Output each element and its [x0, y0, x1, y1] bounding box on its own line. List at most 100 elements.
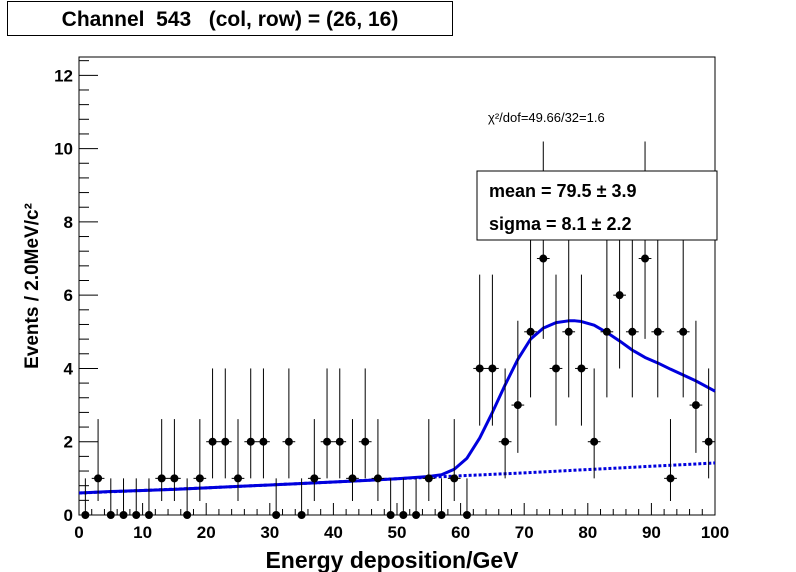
data-point	[689, 320, 703, 453]
x-tick-label: 80	[578, 523, 597, 542]
data-marker	[170, 474, 179, 483]
data-marker	[666, 474, 675, 483]
stats-sigma: sigma = 8.1 ± 2.2	[489, 214, 631, 234]
x-tick-label: 20	[197, 523, 216, 542]
data-marker	[221, 437, 230, 446]
data-point	[664, 419, 677, 502]
x-tick-label: 60	[451, 523, 470, 542]
y-axis-label: Events / 2.0MeV/c²	[22, 203, 43, 369]
x-tick-label: 30	[260, 523, 279, 542]
data-point	[562, 229, 576, 398]
data-point	[460, 478, 474, 519]
data-point	[435, 478, 448, 519]
data-marker	[462, 511, 471, 519]
data-marker	[641, 254, 650, 263]
data-point	[117, 478, 130, 519]
data-point	[625, 229, 639, 398]
data-point	[587, 368, 601, 479]
stats-mean: mean = 79.5 ± 3.9	[489, 181, 636, 201]
data-point	[295, 478, 308, 519]
data-marker	[119, 511, 128, 519]
data-point	[142, 478, 156, 519]
data-point	[244, 368, 258, 479]
data-marker	[564, 327, 573, 336]
data-marker	[424, 474, 433, 483]
data-point	[600, 229, 614, 398]
data-point	[269, 478, 283, 519]
data-point	[511, 320, 525, 453]
data-marker	[259, 437, 268, 446]
data-marker	[691, 401, 700, 410]
data-point	[575, 274, 588, 426]
data-marker	[208, 437, 217, 446]
data-marker	[602, 327, 611, 336]
data-marker	[437, 511, 446, 519]
data-point	[168, 419, 181, 502]
data-marker	[361, 437, 370, 446]
data-marker	[132, 511, 141, 519]
data-marker	[386, 511, 395, 519]
x-tick-label: 50	[388, 523, 407, 542]
data-marker	[615, 291, 624, 300]
stats-box	[476, 170, 718, 241]
x-tick-label: 70	[515, 523, 534, 542]
data-point	[79, 478, 92, 519]
x-axis-label: Energy deposition/GeV	[265, 547, 519, 572]
data-marker	[552, 364, 560, 373]
data-point	[397, 478, 410, 519]
data-point	[473, 274, 487, 426]
data-marker	[373, 474, 382, 483]
x-tick-label: 100	[701, 523, 729, 542]
axis-ticks: 0 10 20 30 40 50 60 70 80 90 100 0 2 4 6 8 10 12	[54, 60, 729, 542]
data-marker	[628, 327, 637, 336]
data-marker	[348, 474, 357, 483]
data-marker	[157, 474, 166, 483]
data-marker	[501, 437, 510, 446]
data-marker	[183, 511, 192, 519]
data-point	[333, 368, 347, 479]
data-point	[193, 419, 207, 502]
data-point	[384, 478, 397, 519]
data-marker	[144, 511, 153, 519]
y-tick-label: 6	[64, 286, 73, 305]
data-marker	[323, 437, 332, 446]
chart-title: Channel 543 (col, row) = (26, 16)	[61, 8, 399, 31]
data-point	[422, 419, 436, 502]
data-point	[524, 229, 537, 398]
data-point	[218, 368, 232, 479]
data-point	[307, 419, 321, 502]
x-tick-label: 10	[133, 523, 152, 542]
data-marker	[195, 474, 204, 483]
data-point	[129, 478, 143, 519]
data-marker	[310, 474, 319, 483]
data-marker	[577, 364, 586, 373]
data-point	[346, 419, 359, 502]
data-marker	[590, 437, 599, 446]
data-point	[155, 419, 169, 502]
data-marker	[81, 511, 90, 519]
data-point	[486, 274, 499, 426]
data-marker	[272, 511, 281, 519]
data-points	[79, 141, 715, 519]
y-tick-label: 0	[64, 506, 73, 525]
data-marker	[539, 254, 548, 263]
data-marker	[526, 327, 535, 336]
data-marker	[704, 437, 713, 446]
data-marker	[450, 474, 459, 483]
data-point	[676, 229, 690, 398]
y-tick-label: 2	[64, 433, 73, 452]
x-tick-label: 40	[324, 523, 343, 542]
data-point	[498, 368, 512, 479]
data-marker	[679, 327, 688, 336]
data-point	[104, 478, 118, 519]
data-marker	[94, 474, 103, 483]
data-marker	[284, 437, 293, 446]
title-box: Channel 543 (col, row) = (26, 16)	[7, 1, 453, 36]
x-tick-label: 0	[74, 523, 83, 542]
data-point	[447, 419, 461, 502]
data-point	[180, 478, 194, 519]
y-tick-label: 12	[54, 66, 73, 85]
chi2-label: χ²/dof=49.66/32=1.6	[488, 110, 605, 125]
x-tick-label: 90	[642, 523, 661, 542]
